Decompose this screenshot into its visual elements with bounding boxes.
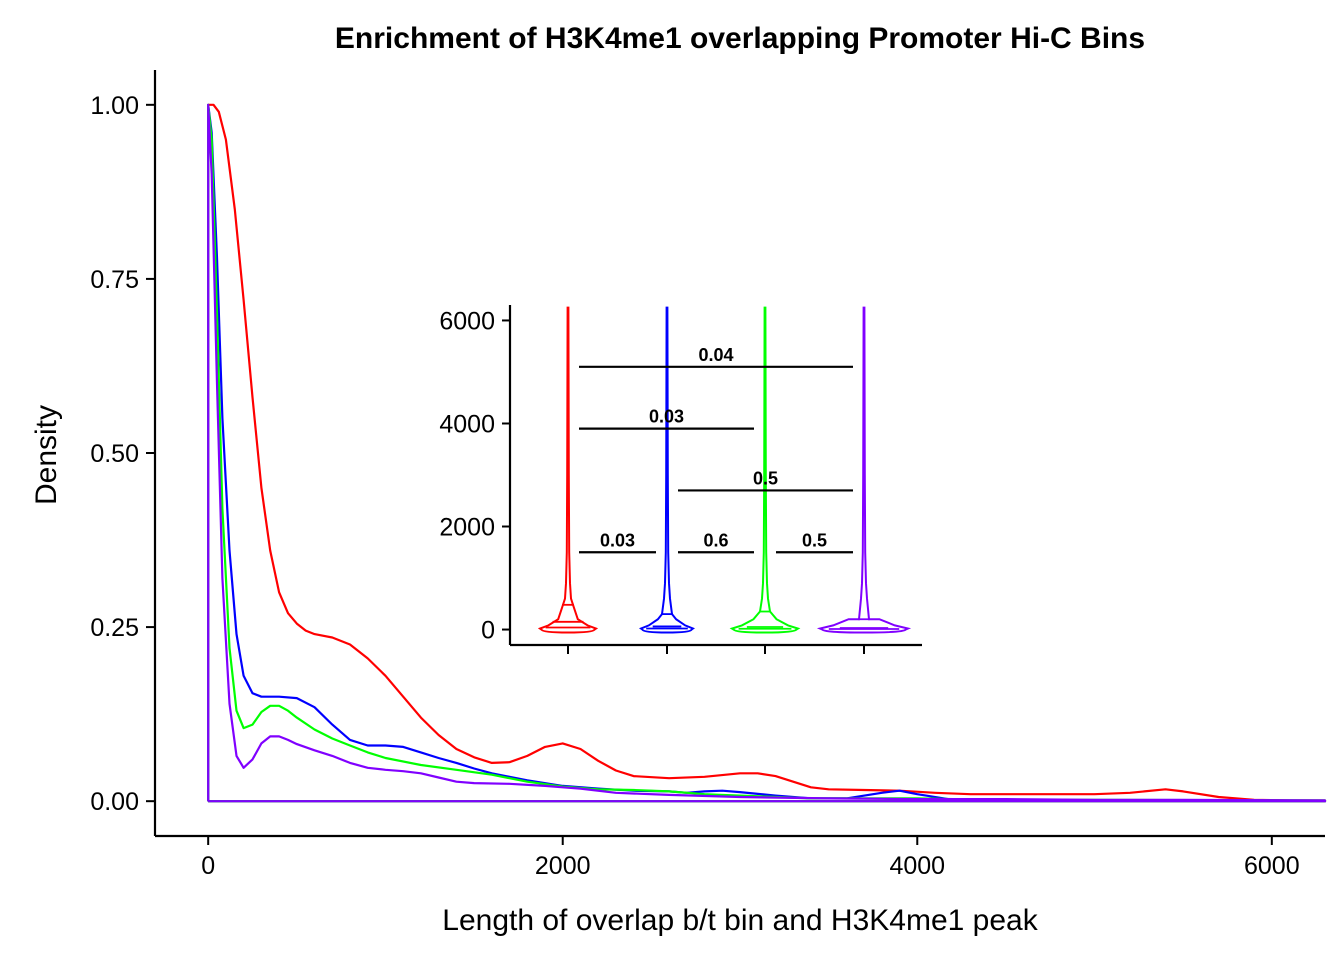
y-tick-label: 0.50: [90, 440, 139, 468]
x-tick-label: 0: [201, 852, 215, 880]
inset-comparisons: 0.04 0.03 0.5 0.03 0.6 0.5: [579, 345, 853, 554]
x-tick-label: 4000: [889, 852, 945, 880]
comparison-pvalue: 0.03: [649, 407, 684, 427]
inset-axes: 0 2000 4000 6000: [439, 305, 922, 654]
comparison-pvalue: 0.04: [698, 345, 733, 365]
comparison-pvalue: 0.03: [600, 530, 635, 550]
chart-title: Enrichment of H3K4me1 overlapping Promot…: [335, 22, 1145, 55]
violin-3: [729, 306, 801, 634]
inset-y-tick-label: 4000: [439, 410, 495, 438]
y-axis-title: Density: [30, 405, 63, 505]
inset-y-tick-label: 0: [481, 617, 495, 645]
violin-1: [537, 306, 599, 634]
inset-violin-chart: 0 2000 4000 6000 0.04 0.03 0.5 0.03 0.6 0.5: [439, 305, 922, 654]
y-tick-label: 0.25: [90, 614, 139, 642]
y-tick-label: 0.75: [90, 266, 139, 294]
density-line-1: [207, 103, 1327, 803]
comparison-pvalue: 0.5: [753, 468, 778, 488]
violin-4: [816, 306, 912, 634]
density-line-4: [207, 103, 1327, 803]
density-line-2: [207, 103, 1327, 803]
x-axis-title: Length of overlap b/t bin and H3K4me1 pe…: [442, 904, 1038, 937]
inset-violins: [537, 306, 912, 634]
comparison-pvalue: 0.5: [802, 530, 827, 550]
inset-y-tick-label: 6000: [439, 307, 495, 335]
density-series-group: [207, 103, 1327, 803]
x-tick-label: 6000: [1244, 852, 1300, 880]
y-tick-label: 0.00: [90, 788, 139, 816]
x-tick-label: 2000: [535, 852, 591, 880]
inset-y-tick-label: 2000: [439, 514, 495, 542]
y-tick-label: 1.00: [90, 92, 139, 120]
violin-2: [638, 306, 696, 634]
comparison-pvalue: 0.6: [703, 530, 728, 550]
